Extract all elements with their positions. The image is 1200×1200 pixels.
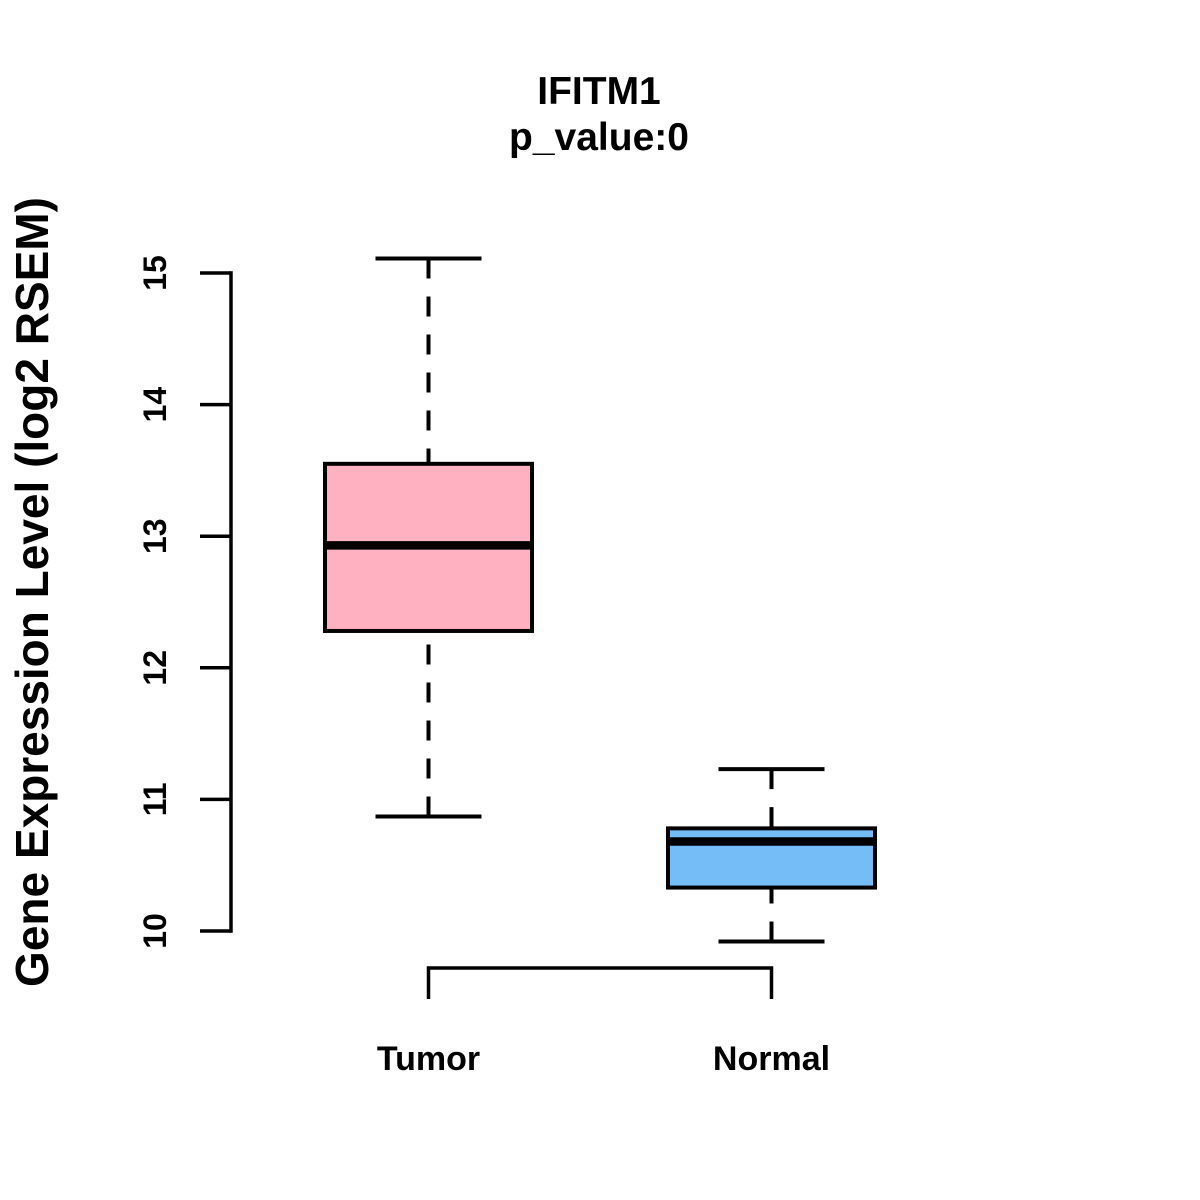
x-category-label: Normal	[713, 1040, 830, 1078]
y-tick-label: 13	[137, 518, 173, 554]
x-category-label: Tumor	[377, 1040, 480, 1078]
y-tick-label: 11	[137, 782, 173, 816]
y-axis: 10 11 12 13 14 15	[137, 255, 233, 949]
boxplot-normal	[666, 767, 877, 944]
y-axis-title: Gene Expression Level (log2 RSEM)	[6, 197, 58, 987]
iqr-box	[666, 826, 877, 890]
y-tick-label: 10	[137, 913, 173, 949]
y-tick-label: 12	[137, 650, 173, 686]
y-tick-label: 15	[137, 255, 173, 291]
boxplots	[323, 256, 877, 944]
y-tick-label: 14	[137, 387, 173, 423]
x-axis-bracket	[426, 966, 774, 999]
x-category-labels: Tumor Normal	[377, 1040, 830, 1078]
chart-title: IFITM1	[537, 70, 661, 113]
boxplot-tumor	[323, 256, 534, 819]
x-axis-line	[426, 966, 774, 999]
chart-subtitle: p_value:0	[509, 116, 689, 159]
